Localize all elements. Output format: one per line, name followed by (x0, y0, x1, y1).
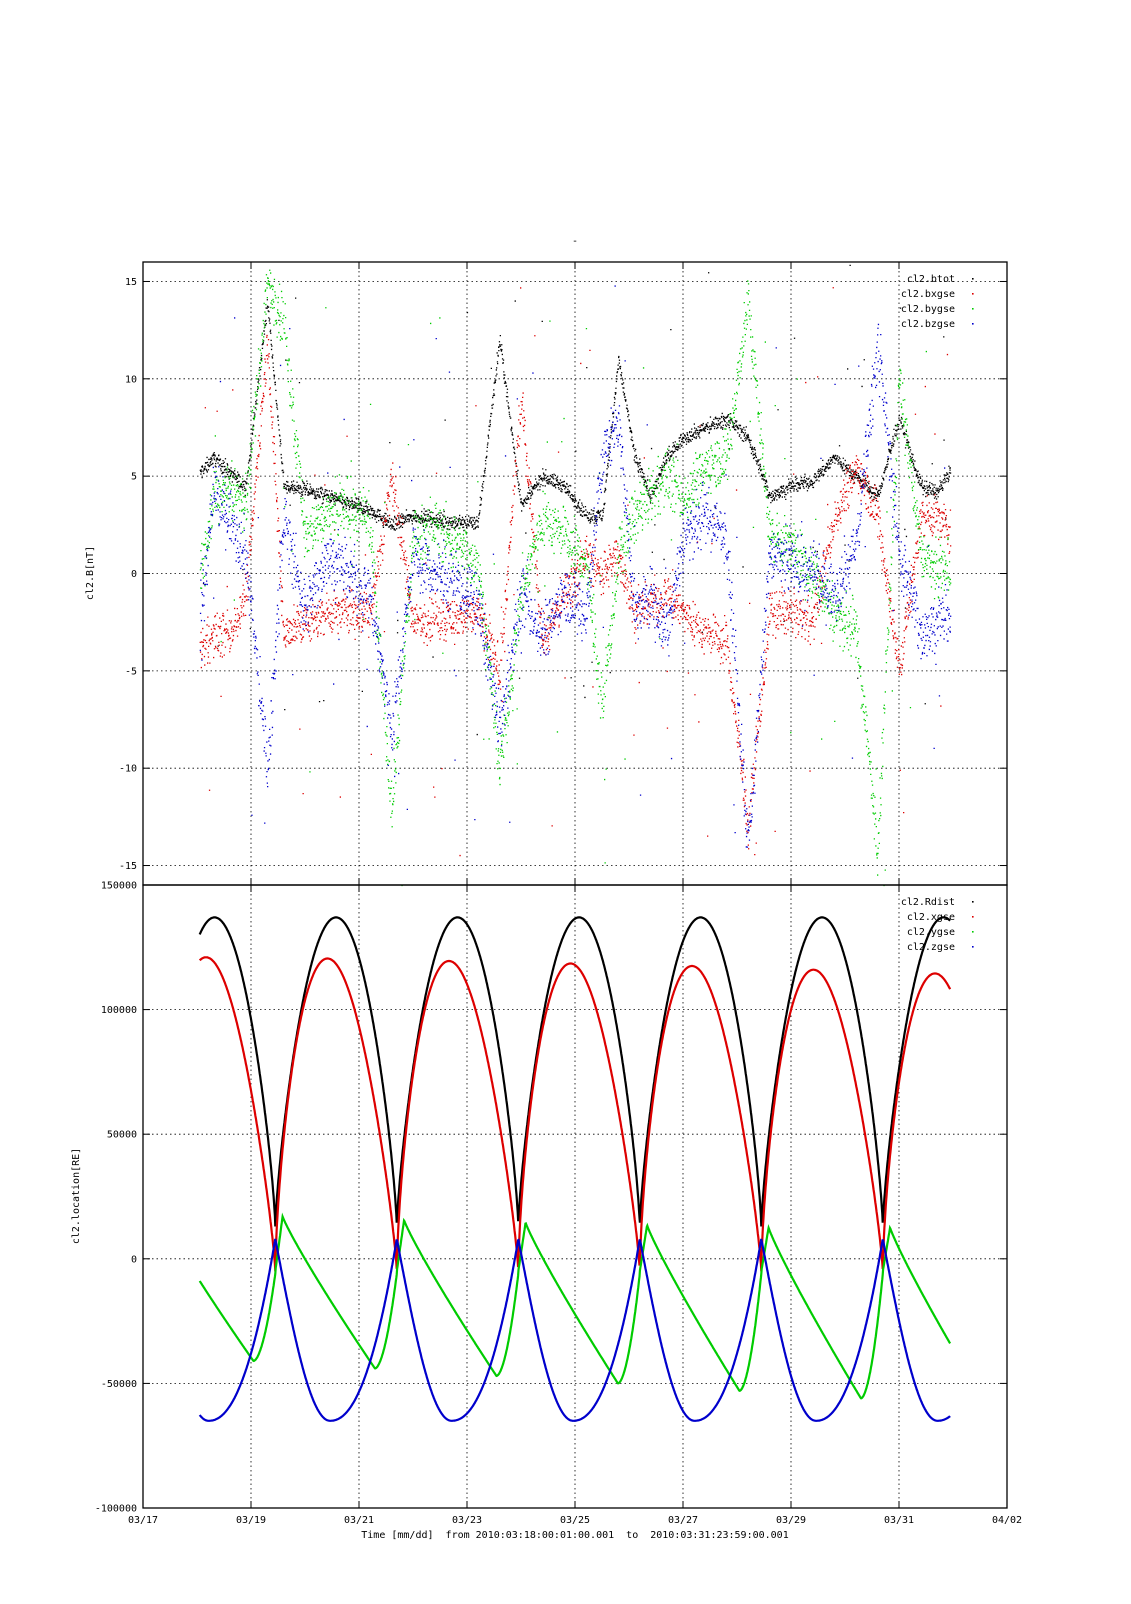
magnetic-field-ytick-label: 10 (125, 374, 137, 385)
location-legend-label: cl2.xgse (907, 912, 955, 923)
series-points-cl2-bxgse (199, 287, 952, 857)
series-line-cl2-zgse (198, 1238, 951, 1422)
magnetic-field-ticks: -15 -10 -5 0 5 10 15 (119, 277, 1007, 872)
location-ytick-label: 0 (131, 1254, 137, 1265)
magnetic-field-ytick-label: -10 (119, 764, 137, 775)
x-tick-label: 03/29 (776, 1515, 806, 1526)
location-legend-marker (972, 901, 974, 903)
location-panel: -100000 -50000 0 50000 100000 150000 cl2.loca… (71, 881, 1008, 1515)
location-legend-label: cl2.zgse (907, 942, 955, 953)
x-axis-label: Time [mm/dd] from 2010:03:18:00:01:00.00… (361, 1530, 788, 1541)
series-line-cl2-xgse (198, 956, 952, 1272)
x-tick-label: 03/19 (236, 1515, 266, 1526)
magnetic-field-ytick-label: -5 (125, 666, 137, 677)
magnetic-field-panel: -15 -10 -5 0 5 10 15 cl2.B[nT] cl2.btot cl2.bxg… (85, 261, 1008, 887)
magnetic-field-legend-label: cl2.bygse (901, 304, 955, 315)
series-points-cl2-bzgse (199, 285, 952, 848)
series-points-cl2-btot (199, 264, 952, 736)
x-tick-label: 03/31 (884, 1515, 914, 1526)
series-cl2-bzgse (199, 285, 952, 848)
chart-title: - (572, 236, 578, 247)
location-legend: cl2.Rdist cl2.xgse cl2.ygse cl2.zgse (901, 897, 974, 953)
magnetic-field-legend-label: cl2.btot (907, 274, 955, 285)
magnetic-field-data (199, 264, 952, 887)
location-legend-marker (972, 931, 974, 933)
series-cl2-btot (199, 264, 952, 736)
series-points-cl2-bygse (199, 269, 952, 887)
magnetic-field-ytick-label: -15 (119, 861, 137, 872)
series-line-cl2-ygse (198, 1212, 952, 1400)
x-tick-label: 03/23 (452, 1515, 482, 1526)
magnetic-field-legend: cl2.btot cl2.bxgse cl2.bygse cl2.bzgse (901, 274, 974, 330)
magnetic-field-ytick-label: 0 (131, 569, 137, 580)
location-ytick-label: 150000 (101, 881, 137, 892)
series-cl2-bxgse (199, 287, 952, 857)
x-tick-label: 04/02 (992, 1515, 1022, 1526)
series-line-cl2-Rdist (198, 916, 951, 1227)
magnetic-field-legend-marker (972, 308, 974, 310)
magnetic-field-legend-marker (972, 293, 974, 295)
location-ylabel: cl2.location[RE] (71, 1148, 82, 1244)
magnetic-field-ytick-label: 5 (131, 472, 137, 483)
series-cl2-bygse (199, 269, 952, 887)
location-legend-label: cl2.Rdist (901, 897, 955, 908)
magnetic-field-legend-label: cl2.bxgse (901, 289, 955, 300)
location-data (198, 916, 952, 1422)
x-tick-label: 03/27 (668, 1515, 698, 1526)
magnetic-field-legend-marker (972, 278, 974, 280)
magnetic-field-ylabel: cl2.B[nT] (85, 546, 96, 600)
location-ticks: -100000 -50000 0 50000 100000 150000 (95, 881, 1007, 1515)
x-tick-label: 03/25 (560, 1515, 590, 1526)
location-legend-marker (972, 916, 974, 918)
magnetic-field-legend-marker (972, 323, 974, 325)
x-tick-labels: 03/17 03/19 03/21 03/23 03/25 03/27 03/29 03/31… (128, 262, 1022, 1526)
location-ytick-label: -50000 (101, 1379, 137, 1390)
location-ytick-label: 100000 (101, 1005, 137, 1016)
x-tick-label: 03/17 (128, 1515, 158, 1526)
location-ytick-label: -100000 (95, 1504, 137, 1515)
x-tick-label: 03/21 (344, 1515, 374, 1526)
magnetic-field-grid (143, 262, 1007, 885)
location-ytick-label: 50000 (107, 1130, 137, 1141)
location-legend-label: cl2.ygse (907, 927, 955, 938)
magnetic-field-legend-label: cl2.bzgse (901, 319, 955, 330)
location-legend-marker (972, 946, 974, 948)
magnetic-field-ytick-label: 15 (125, 277, 137, 288)
